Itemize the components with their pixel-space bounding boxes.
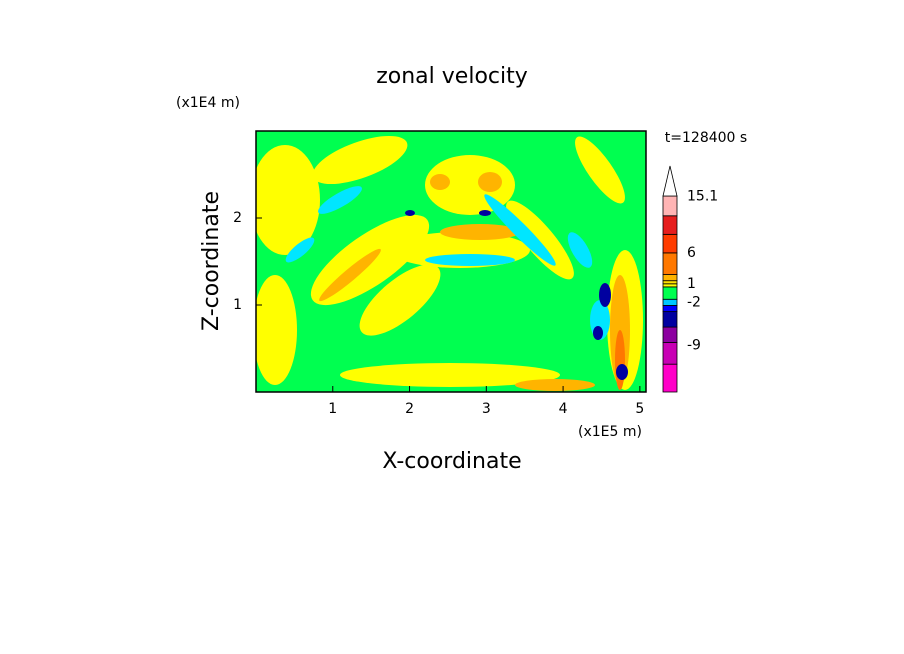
x-tick-label: 4 bbox=[559, 401, 568, 417]
field-region bbox=[425, 254, 515, 266]
colorbar-segment bbox=[662, 280, 678, 285]
field-region bbox=[567, 232, 593, 268]
colorbar-tick-label: 6 bbox=[687, 245, 696, 261]
time-label: t=128400 s bbox=[665, 130, 747, 146]
x-tick-label: 5 bbox=[635, 401, 644, 417]
field-region bbox=[479, 210, 491, 216]
colorbar-segment bbox=[662, 305, 678, 313]
colorbar-tick-label: -9 bbox=[687, 338, 701, 354]
field-region bbox=[359, 264, 441, 336]
x-tick-label: 1 bbox=[328, 401, 337, 417]
colorbar-segment bbox=[662, 283, 678, 288]
field-region bbox=[506, 200, 574, 280]
colorbar-segment bbox=[662, 195, 678, 217]
field-region bbox=[575, 136, 625, 204]
x-scale-label: (x1E5 m) bbox=[578, 424, 642, 440]
field-region bbox=[599, 283, 611, 307]
field-region bbox=[478, 172, 502, 192]
colorbar-tick-label: 1 bbox=[687, 276, 696, 292]
x-tick-label: 3 bbox=[482, 401, 491, 417]
field-region bbox=[312, 135, 408, 185]
colorbar-segment bbox=[662, 298, 678, 306]
colorbar-segment bbox=[662, 274, 678, 282]
y-tick-label: 2 bbox=[233, 210, 242, 226]
plot-frame bbox=[255, 130, 647, 393]
y-scale-label: (x1E4 m) bbox=[176, 95, 240, 111]
colorbar-segment bbox=[662, 252, 678, 275]
colorbar-segment bbox=[662, 311, 678, 328]
y-tick-label: 1 bbox=[233, 297, 242, 313]
field-region bbox=[340, 363, 560, 387]
field-region bbox=[430, 174, 450, 190]
colorbar-segment bbox=[662, 286, 678, 300]
field-region bbox=[319, 248, 381, 302]
field-region bbox=[440, 224, 520, 240]
contour-field bbox=[256, 131, 646, 392]
colorbar-segment bbox=[662, 363, 678, 393]
x-tick-label: 2 bbox=[405, 401, 414, 417]
colorbar-tick-label: -2 bbox=[687, 294, 701, 310]
colorbar-segment bbox=[662, 233, 678, 254]
colorbar-segment bbox=[662, 326, 678, 343]
field-region bbox=[285, 237, 315, 263]
field-region bbox=[318, 186, 362, 214]
field-region bbox=[616, 364, 628, 380]
field-region bbox=[615, 330, 625, 390]
field-region bbox=[405, 210, 415, 216]
colorbar-segment bbox=[662, 342, 678, 365]
field-region bbox=[256, 145, 320, 255]
colorbar-tick-label: 15.1 bbox=[687, 189, 718, 205]
field-region bbox=[256, 275, 297, 385]
x-axis-label: X-coordinate bbox=[382, 449, 521, 474]
y-axis-label: Z-coordinate bbox=[199, 191, 224, 331]
field-region bbox=[484, 194, 556, 266]
chart-title: zonal velocity bbox=[376, 64, 528, 89]
colorbar-extension bbox=[662, 165, 678, 197]
colorbar-segment bbox=[662, 215, 678, 235]
field-region bbox=[593, 326, 603, 340]
field-region bbox=[515, 379, 595, 391]
